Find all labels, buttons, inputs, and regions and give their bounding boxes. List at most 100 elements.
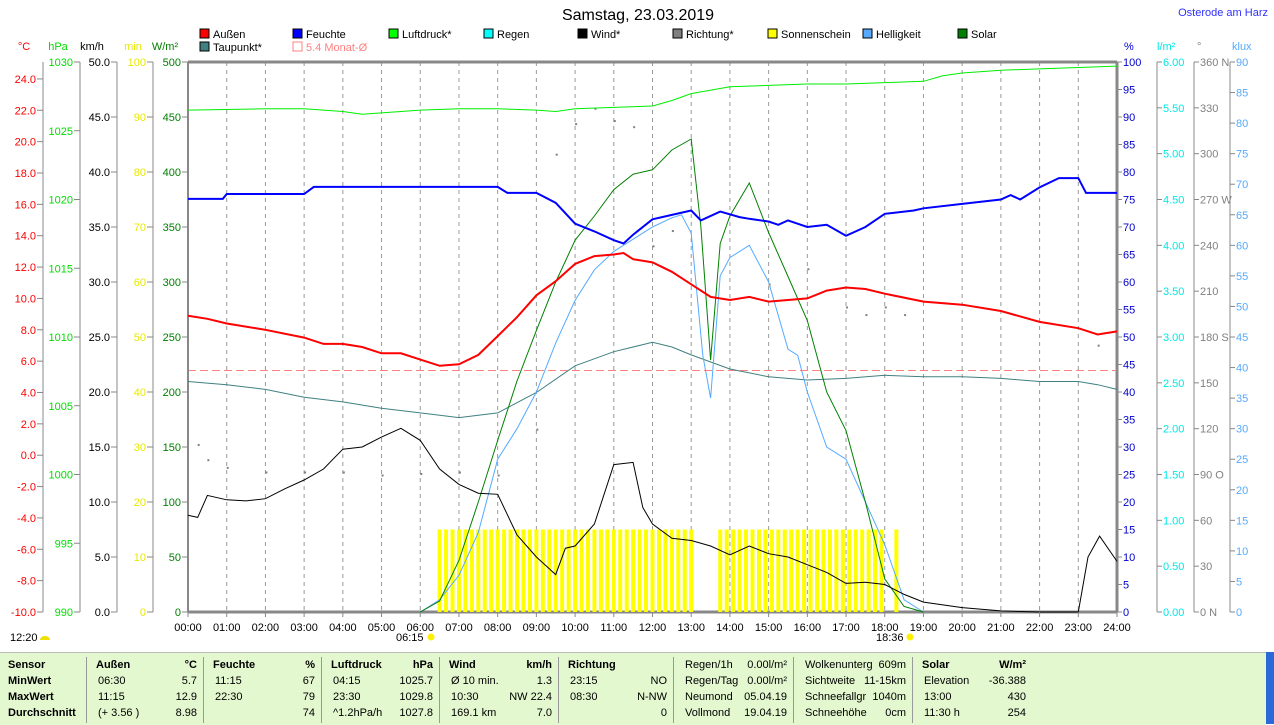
tick-label: 4.00: [1163, 240, 1184, 252]
stats-header-row: Wind km/h: [441, 657, 558, 673]
sunshine-bar: [508, 529, 513, 612]
stats-label: Wolkenunterg: [805, 659, 873, 671]
tick-label: 35.0: [89, 222, 110, 234]
axis-hum: % 0 5 10 15 20 25 30 35 40 45 50 55 60 65 70 75 80 85 90 95 1…: [1116, 41, 1141, 619]
stats-col-clouds-snow: Wolkenunterg 609m Sichtweite 11-15km Schneef…: [795, 657, 913, 723]
tick-label: 2.00: [1163, 424, 1184, 436]
axis-unit: min: [124, 41, 142, 53]
direction-dot: [633, 126, 636, 129]
tick-label: 400: [163, 167, 181, 179]
sunset-sun-icon: [906, 633, 914, 641]
location-label: Osterode am Harz: [1178, 7, 1268, 19]
column-unit: hPa: [412, 659, 433, 671]
sunshine-bar: [495, 529, 500, 612]
sunshine-bar: [782, 529, 787, 612]
stats-row: 23:30 1029.8: [323, 689, 439, 705]
tick-label: 5.00: [1163, 149, 1184, 161]
direction-dot: [594, 107, 597, 110]
x-tick-label: 06:00: [406, 622, 434, 634]
column-header: Außen: [96, 659, 131, 671]
stats-label: 10:30: [451, 691, 479, 703]
sunshine-bar: [769, 529, 774, 612]
stats-value: 67: [302, 675, 315, 687]
legend-item: Richtung*: [672, 28, 734, 41]
tick-label: 75: [1123, 195, 1135, 207]
stats-row: 04:15 1025.7: [323, 673, 439, 689]
axis-unit: %: [1124, 41, 1134, 53]
plot-area: [187, 65, 1118, 613]
legend-item: Solar: [957, 28, 997, 41]
tick-label: 6.00: [1163, 57, 1184, 69]
stats-label: Ø 10 min.: [451, 675, 499, 687]
column-header: Solar: [922, 659, 950, 671]
direction-dot: [197, 443, 200, 446]
tick-label: 90: [1236, 57, 1248, 69]
legend-swatch: [672, 28, 683, 39]
tick-label: 5.0: [95, 552, 110, 564]
stats-row: Regen/1h 0.00l/m²: [675, 657, 793, 673]
sunshine-bar: [444, 529, 449, 612]
legend-label: Wind*: [591, 29, 621, 41]
tick-label: 0: [1123, 607, 1129, 619]
tick-label: 60: [134, 277, 146, 289]
x-tick-label: 15:00: [755, 622, 783, 634]
stats-label: Regen/Tag: [685, 675, 739, 687]
stats-row: Neumond 05.04.19: [675, 689, 793, 705]
sunshine-bar: [463, 529, 468, 612]
axis-unit: W/m²: [152, 41, 179, 53]
legend-label: Feuchte: [306, 29, 346, 41]
direction-dot: [904, 314, 907, 317]
legend-swatch: [767, 28, 778, 39]
stats-col-wind: Wind km/h Ø 10 min. 1.3 10:30 NW 22.4 169.1 km…: [441, 657, 559, 723]
tick-label: 100: [1123, 57, 1141, 69]
tick-label: 3.00: [1163, 332, 1184, 344]
tick-label: 30.0: [89, 277, 110, 289]
direction-dot: [865, 314, 868, 317]
tick-label: 55: [1123, 305, 1135, 317]
axis-press: hPa 990 995 1000 1005 1010 1015 1020 1025 1030: [48, 41, 81, 619]
legend-label: Luftdruck*: [402, 29, 452, 41]
tick-label: 60: [1123, 277, 1135, 289]
sunshine-bar: [560, 529, 565, 612]
legend-swatch: [199, 41, 210, 52]
legend-swatch: [483, 28, 494, 39]
column-header: Richtung: [568, 659, 616, 671]
series-wind: [187, 427, 1118, 613]
sunshine-bar: [650, 529, 655, 612]
sunset-time: 18:36: [876, 632, 904, 644]
sunshine-bar: [566, 529, 571, 612]
tick-label: 2.50: [1163, 378, 1184, 390]
legend-label: Sonnenschein: [781, 29, 851, 41]
stats-row: 10:30 NW 22.4: [441, 689, 558, 705]
tick-label: 30: [1123, 442, 1135, 454]
sunshine-bar: [592, 529, 597, 612]
tick-label: 70: [134, 222, 146, 234]
tick-label: 15.0: [89, 442, 110, 454]
tick-label: 80: [134, 167, 146, 179]
sunshine-bar: [789, 529, 794, 612]
legend-swatch: [862, 28, 873, 39]
sunshine-bar: [502, 529, 507, 612]
sunshine-bar: [827, 529, 832, 612]
sunshine-bar: [663, 529, 668, 612]
x-tick-label: 11:00: [600, 622, 627, 634]
tick-label: 50: [134, 332, 146, 344]
sunshine-bar: [795, 529, 800, 612]
sunshine-bar: [456, 529, 461, 612]
tick-label: 45: [1236, 332, 1248, 344]
x-tick-label: 09:00: [523, 622, 551, 634]
sunshine-bar: [527, 529, 532, 612]
direction-dot: [381, 474, 384, 477]
legend-item: 5.4 Monat-Ø: [292, 41, 368, 54]
stats-row: Wolkenunterg 609m: [795, 657, 912, 673]
sunshine-bar: [547, 529, 552, 612]
tick-label: 70: [1236, 179, 1248, 191]
axis-wind: km/h 0.0 5.0 10.0 15.0 20.0 25.0 30.0 35.0 40.0 45…: [80, 41, 118, 619]
stats-value: 254: [1007, 707, 1026, 719]
legend-label: Taupunkt*: [213, 42, 263, 54]
tick-label: 40: [134, 387, 146, 399]
sunshine-bar: [834, 529, 839, 612]
legend-swatch: [199, 28, 210, 39]
stats-label: (+ 3.56 ): [98, 707, 140, 719]
stats-value: 609m: [878, 659, 906, 671]
